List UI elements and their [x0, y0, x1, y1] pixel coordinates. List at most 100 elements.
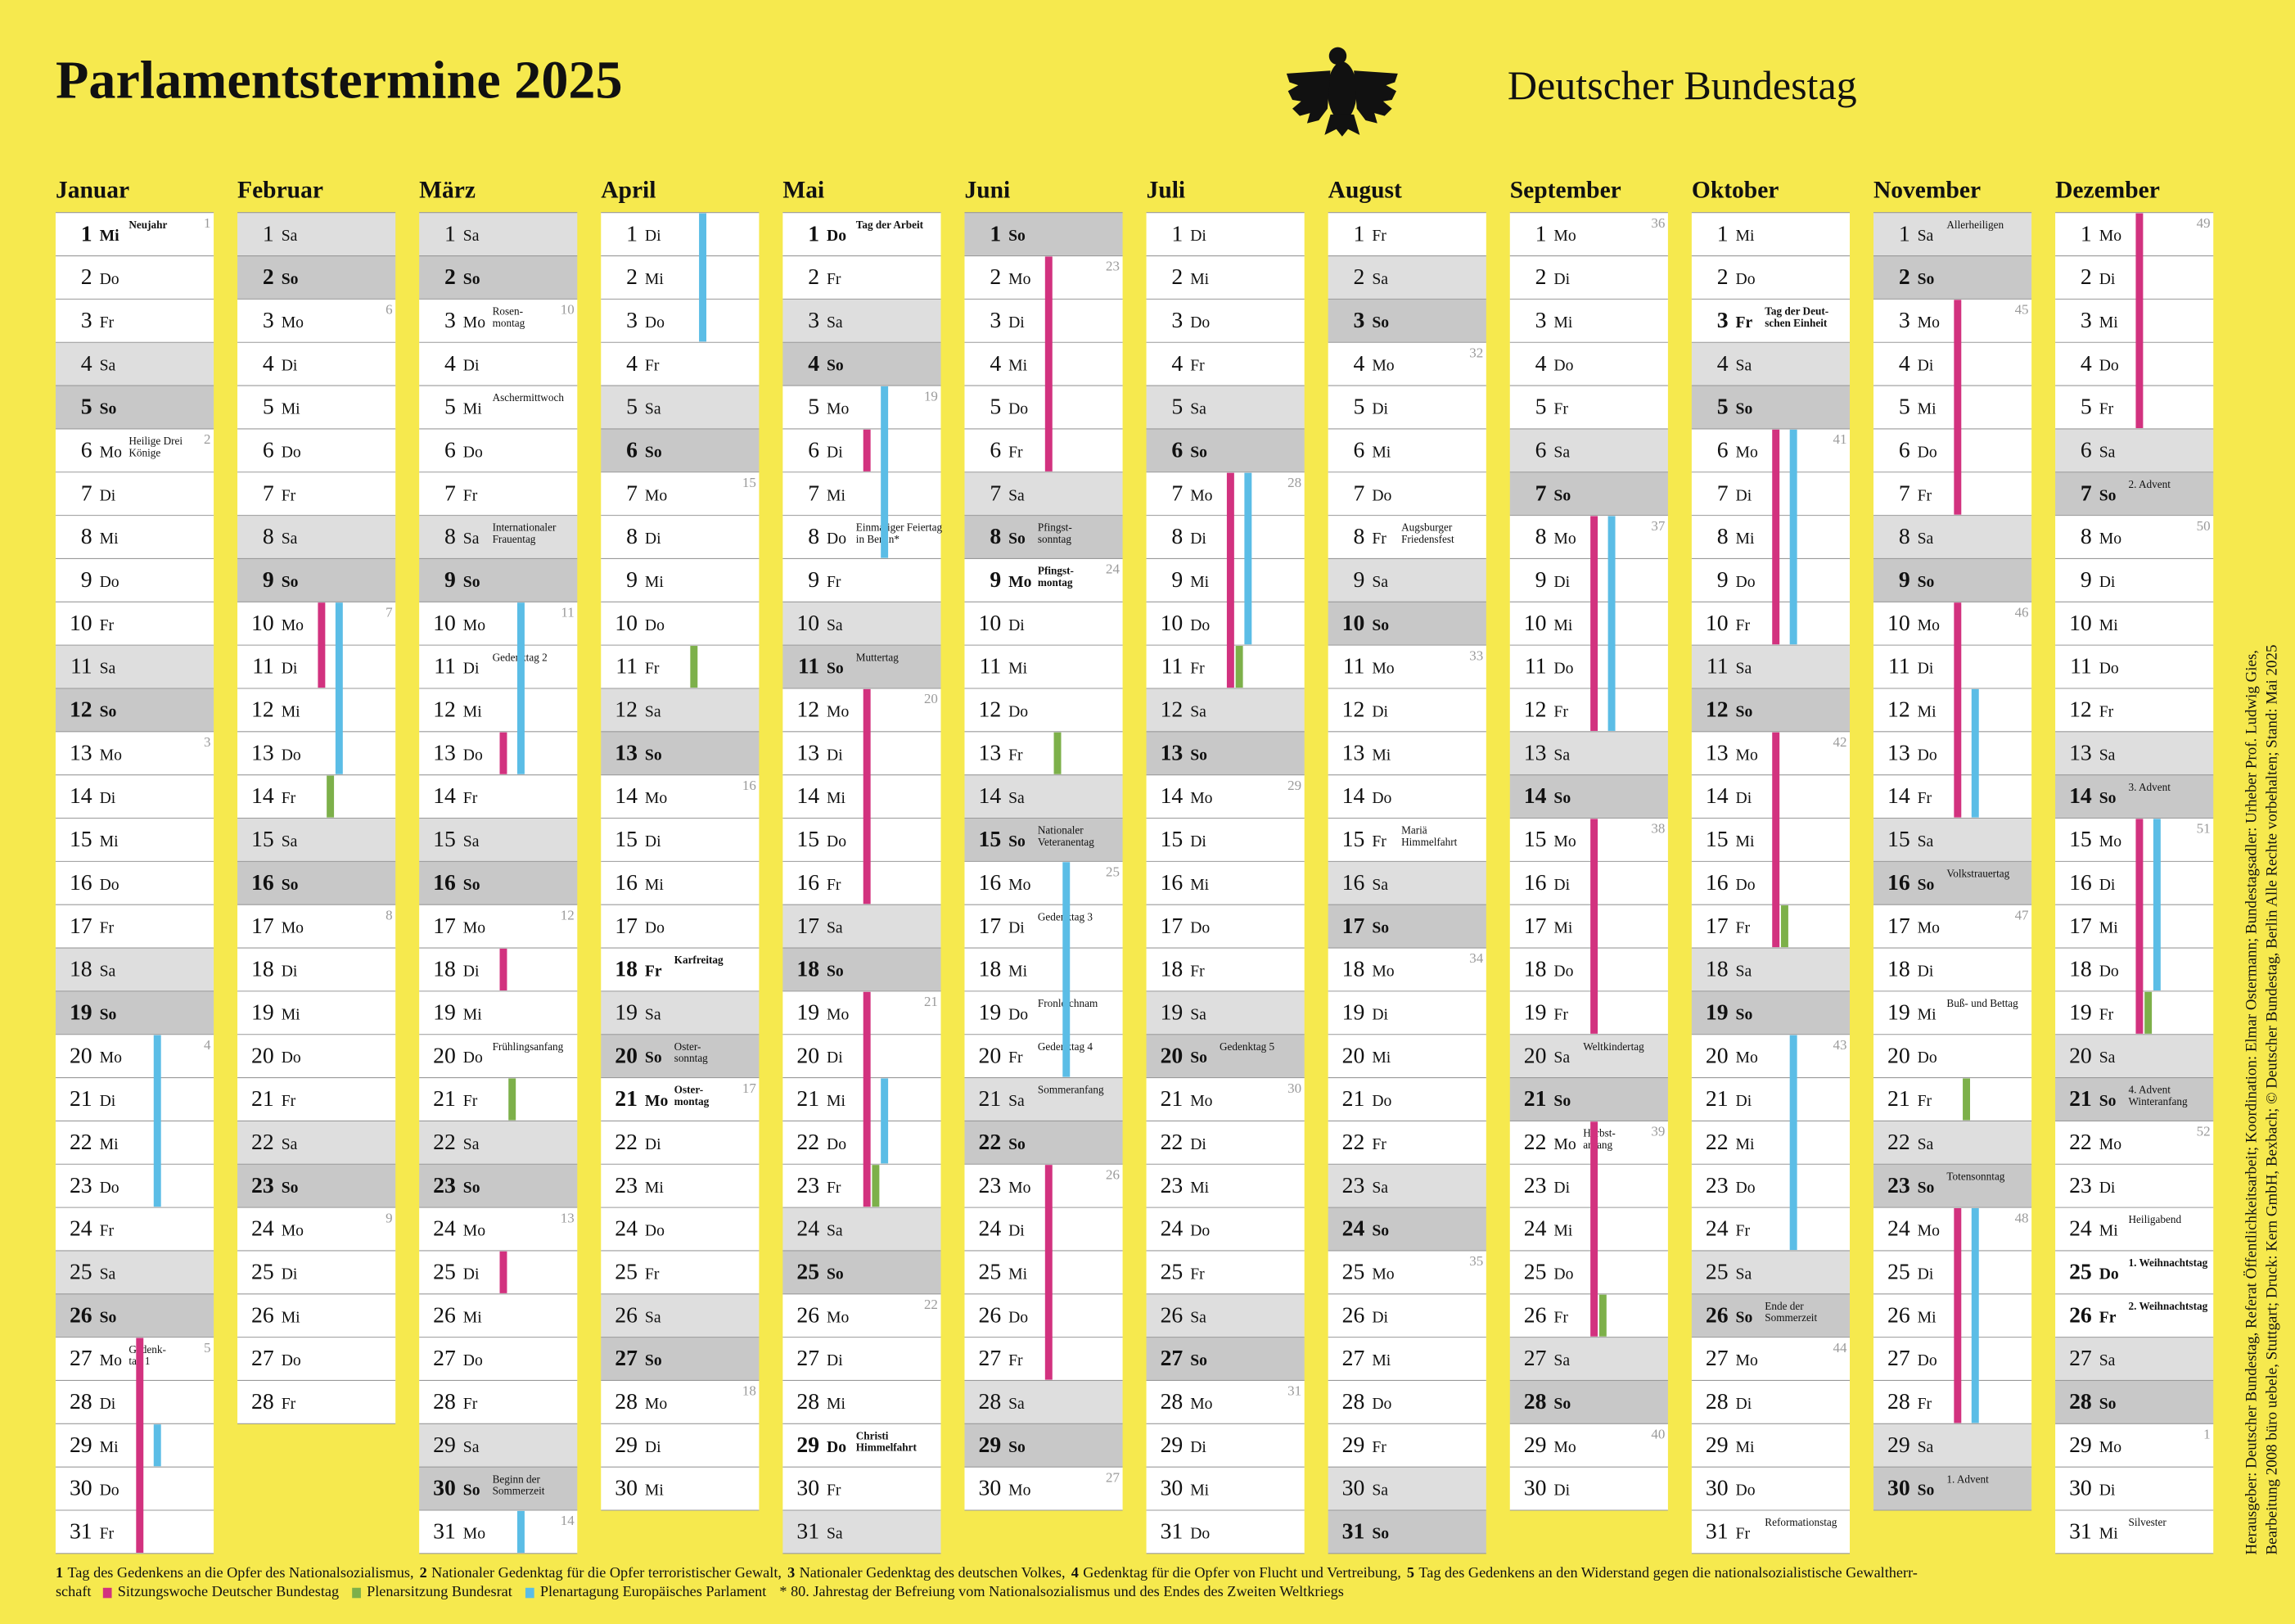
weekday: So [1372, 1525, 1389, 1543]
weekday: Fr [1553, 702, 1568, 720]
weekday: Mi [827, 486, 845, 504]
day-note: Karfreitag [674, 954, 724, 966]
day-row [1146, 774, 1305, 819]
day-row [964, 1467, 1123, 1511]
weekday: Sa [1918, 1135, 1934, 1153]
day-row [1873, 861, 2032, 905]
weekday: Mo [100, 443, 122, 461]
day-note: Pfingst- [1038, 565, 1074, 577]
day-number: 7 [1354, 480, 1365, 505]
day-number: 23 [1524, 1172, 1547, 1198]
day-number: 19 [251, 999, 274, 1024]
day-row [601, 1337, 760, 1381]
weekday: Di [645, 1438, 661, 1456]
day-number: 19 [615, 999, 638, 1024]
day-row [1873, 731, 2032, 775]
weekday: Mi [1008, 963, 1027, 981]
day-row [1146, 818, 1305, 862]
day-number: 19 [1161, 999, 1184, 1024]
day-number: 15 [1706, 826, 1729, 851]
day-number: 2 [990, 264, 1001, 289]
day-number: 7 [2081, 480, 2092, 505]
day-row [782, 299, 941, 343]
weekday: Di [1372, 1005, 1388, 1023]
month-column: Januar 1 Mi Neujahr 2 Do 3 Fr 4 Sa 5 So 6 Mo Heilige D… [55, 177, 214, 1554]
day-row [1328, 558, 1486, 602]
day-note: Mariä [1401, 824, 1427, 837]
weekday: Sa [1372, 573, 1388, 591]
weekday: So [1008, 1438, 1026, 1456]
day-row [601, 299, 760, 343]
weekday: Mo [645, 789, 667, 807]
day-row [2055, 818, 2214, 862]
day-row [2055, 602, 2214, 646]
weekday: Sa [1190, 1005, 1206, 1023]
day-row [2055, 1510, 2214, 1554]
month-column: März 1 Sa 2 So 3 Mo Rosen-montag 4 Di 5 Mi Aschermit… [419, 177, 578, 1554]
day-note: schen Einheit [1765, 317, 1828, 329]
day-note: 1. Weihnachtstag [2128, 1256, 2207, 1269]
month-name: Februar [237, 177, 323, 203]
day-number: 25 [1887, 1259, 1910, 1284]
day-row [782, 731, 941, 775]
day-note: Nationaler [1038, 824, 1084, 837]
day-row [1691, 688, 1851, 732]
day-note: Allerheiligen [1946, 219, 2004, 231]
day-number: 26 [1887, 1301, 1910, 1327]
weekday: So [100, 702, 117, 720]
day-number: 22 [1706, 1129, 1729, 1154]
day-number: 14 [615, 783, 638, 808]
weekday: Mi [1918, 1005, 1937, 1023]
weekday: So [282, 573, 299, 591]
weekday: Sa [1918, 832, 1934, 850]
day-number: 23 [1706, 1172, 1729, 1198]
day-number: 14 [978, 783, 1001, 808]
weekday: Di [100, 1092, 116, 1110]
day-number: 16 [1524, 869, 1547, 895]
day-number: 28 [70, 1388, 92, 1414]
weekday: Mi [1553, 314, 1572, 332]
weekday: Mo [1736, 1049, 1758, 1067]
day-number: 2 [263, 264, 274, 289]
week-number: 23 [1106, 259, 1120, 274]
day-row [237, 255, 396, 300]
day-note: Tag der Deut- [1765, 305, 1828, 318]
day-row [964, 515, 1123, 559]
weekday: Fr [645, 1265, 660, 1283]
weekday: Do [1372, 789, 1391, 807]
day-row [419, 731, 578, 775]
day-row [782, 861, 941, 905]
day-row [1328, 774, 1486, 819]
day-row [1691, 1207, 1851, 1251]
day-row [1146, 1164, 1305, 1208]
day-row [2055, 861, 2214, 905]
weekday: Mo [1918, 919, 1940, 937]
day-row [1509, 1380, 1668, 1424]
day-number: 1 [2081, 220, 2092, 246]
day-row [1873, 1164, 2032, 1208]
month-column: Oktober 1 Mi 2 Do 3 Fr Tag der Deut-schen Einhe… [1691, 177, 1851, 1554]
day-row [601, 386, 760, 429]
weekday: Di [1372, 400, 1388, 418]
day-number: 25 [796, 1259, 819, 1284]
day-number: 20 [796, 1042, 819, 1067]
day-note: montag [1038, 576, 1073, 589]
weekday: Do [1736, 1482, 1756, 1500]
weekday: Di [1190, 1438, 1206, 1456]
day-number: 11 [1343, 653, 1365, 679]
day-number: 29 [1887, 1432, 1910, 1457]
weekday: Fr [100, 616, 115, 634]
day-row [419, 299, 578, 343]
weekday: So [1190, 443, 1207, 461]
weekday: Fr [1372, 1438, 1386, 1456]
footnote-number: 2 [420, 1564, 427, 1581]
day-number: 17 [1524, 913, 1547, 938]
weekday: Mo [1553, 1135, 1576, 1153]
day-note: Totensonntag [1946, 1170, 2004, 1182]
day-number: 9 [81, 566, 92, 592]
day-row [2055, 1207, 2214, 1251]
day-row [1873, 255, 2032, 300]
day-number: 24 [1706, 1216, 1729, 1241]
day-row [1691, 1164, 1851, 1208]
weekday: Mi [1553, 1222, 1572, 1240]
